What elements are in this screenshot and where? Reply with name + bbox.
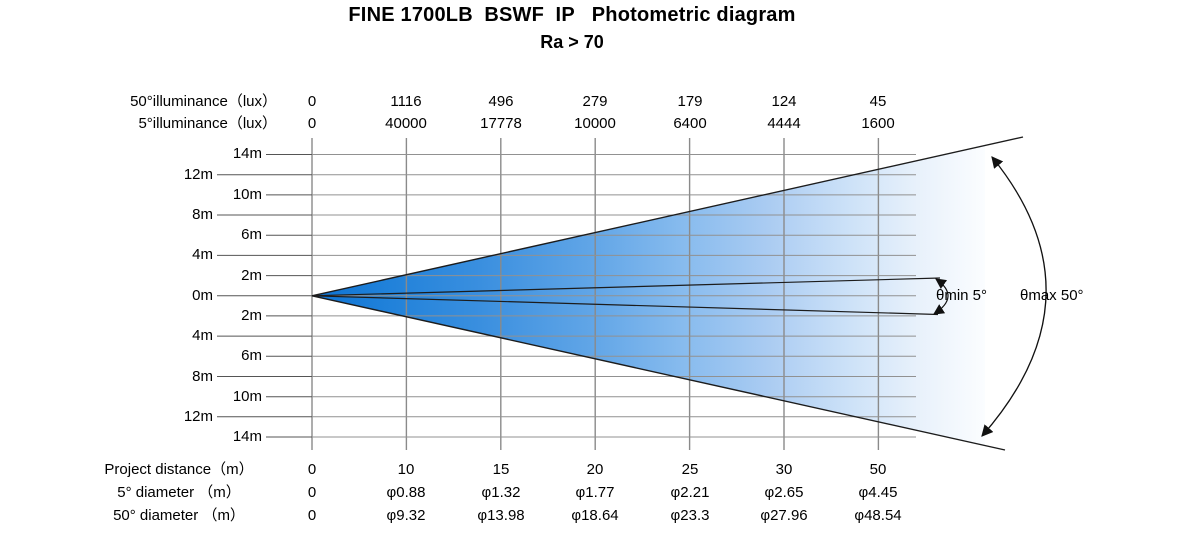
diameter-5-value: φ4.45	[858, 484, 898, 501]
illuminance-5-value: 10000	[574, 115, 616, 132]
project-distance-value: 0	[307, 461, 317, 478]
illuminance-5-value: 6400	[673, 115, 707, 132]
axis-label-14m-bottom: 14m	[232, 428, 262, 445]
illuminance-50-value: 0	[307, 93, 317, 110]
axis-label-8m-bottom: 8m	[192, 368, 213, 385]
illuminance-50-value: 179	[677, 93, 703, 110]
axis-label-4m-bottom: 4m	[192, 327, 213, 344]
theta-max-label: θmax 50°	[1020, 287, 1084, 304]
axis-label-12m-bottom: 12m	[183, 408, 213, 425]
theta-max-arc	[981, 156, 1047, 437]
theta-min-label: θmin 5°	[936, 287, 988, 304]
project-distance-value: 15	[492, 461, 510, 478]
beam-5deg-edges	[311, 277, 941, 316]
illuminance-5-value: 40000	[385, 115, 427, 132]
axis-label-2m-top: 2m	[241, 267, 262, 284]
axis-label-10m-top: 10m	[232, 186, 262, 203]
diameter-50-value: 0	[307, 507, 317, 524]
diameter-5-value: 0	[307, 484, 317, 501]
axis-label-8m-top: 8m	[192, 206, 213, 223]
diameter-5-value: φ2.65	[764, 484, 804, 501]
diameter-50-value: φ23.3	[670, 507, 710, 524]
grid-horizontal-lines	[312, 154, 916, 438]
illuminance-5-row-label: 5°illuminance（lux）	[138, 115, 277, 132]
diameter-5-row-label: 5° diameter （m）	[117, 484, 241, 501]
axis-label-12m-top: 12m	[183, 166, 213, 183]
illuminance-50-value: 1116	[390, 93, 422, 110]
illuminance-5-value: 4444	[767, 115, 801, 132]
illuminance-5-value: 0	[307, 115, 317, 132]
project-distance-value: 10	[397, 461, 415, 478]
diameter-50-value: φ13.98	[477, 507, 525, 524]
illuminance-50-value: 496	[488, 93, 514, 110]
project-distance-value: 50	[869, 461, 887, 478]
illuminance-50-value: 279	[582, 93, 608, 110]
illuminance-50-value: 124	[771, 93, 797, 110]
diameter-5-value: φ1.32	[481, 484, 521, 501]
diameter-50-value: φ27.96	[760, 507, 808, 524]
axis-label-6m-bottom: 6m	[241, 347, 262, 364]
axis-label-10m-bottom: 10m	[232, 388, 262, 405]
illuminance-50-row-label: 50°illuminance（lux）	[130, 93, 277, 110]
axis-label-14m-top: 14m	[232, 145, 262, 162]
project-distance-value: 20	[586, 461, 604, 478]
diameter-5-value: φ0.88	[386, 484, 426, 501]
project-distance-row-label: Project distance（m）	[104, 461, 254, 478]
diameter-5-value: φ2.21	[670, 484, 710, 501]
axis-leader-lines	[217, 154, 312, 438]
axis-label-2m-bottom: 2m	[241, 307, 262, 324]
theta-min-arc	[933, 278, 949, 315]
beam-50deg-edges	[311, 136, 1024, 451]
diameter-50-value: φ9.32	[386, 507, 426, 524]
diameter-50-row-label: 50° diameter （m）	[113, 507, 245, 524]
illuminance-5-value: 1600	[861, 115, 895, 132]
page-title: FINE 1700LB BSWF IP Photometric diagram	[348, 4, 796, 26]
illuminance-5-value: 17778	[480, 115, 522, 132]
project-distance-value: 25	[681, 461, 699, 478]
diameter-5-value: φ1.77	[575, 484, 615, 501]
axis-label-0m: 0m	[192, 287, 213, 304]
axis-label-6m-top: 6m	[241, 226, 262, 243]
axis-label-4m-top: 4m	[192, 246, 213, 263]
project-distance-value: 30	[775, 461, 793, 478]
illuminance-50-value: 45	[869, 93, 887, 110]
diameter-50-value: φ18.64	[571, 507, 619, 524]
diameter-50-value: φ48.54	[854, 507, 902, 524]
page-subtitle: Ra > 70	[540, 32, 604, 52]
